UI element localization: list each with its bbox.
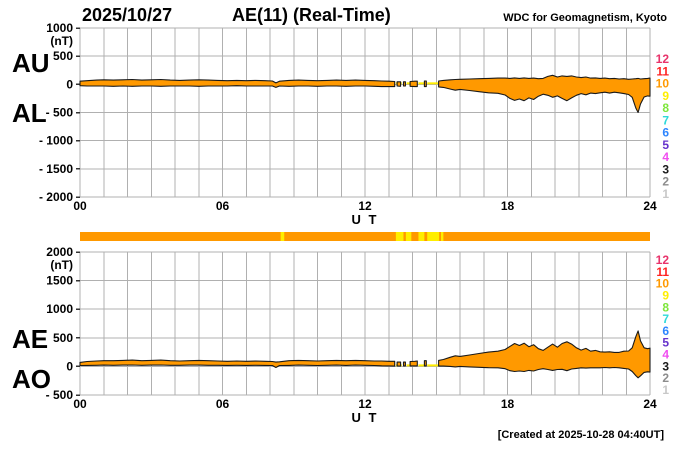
availability-bar-gap-stripe — [441, 232, 444, 241]
x-tick-label: 06 — [216, 397, 230, 411]
x-axis-label: U T — [352, 212, 379, 227]
x-axis-label: U T — [352, 410, 379, 425]
y-tick-label: - 500 — [46, 388, 74, 402]
legend-station-count-label: 3 — [662, 162, 669, 176]
index-band-AU-AL-panel — [423, 80, 427, 88]
index-band-AE-AO-panel — [79, 359, 396, 369]
y-tick-label: - 2000 — [39, 190, 73, 204]
index-band-AU-AL-panel — [402, 81, 406, 87]
index-band-AE-AO-panel — [409, 360, 418, 367]
index-band-AU-AL-panel — [396, 81, 402, 87]
axis-series-label-al: AL — [12, 98, 47, 128]
x-tick-label: 12 — [358, 397, 372, 411]
axis-series-label-ao: AO — [12, 364, 51, 394]
index-band-AU-AL-panel — [79, 78, 396, 88]
y-tick-label: 2000 — [46, 245, 73, 259]
y-axis-unit-label: (nT) — [50, 34, 73, 48]
y-axis-unit-label: (nT) — [50, 258, 73, 272]
availability-bar-gap-stripe — [395, 232, 404, 241]
legend-station-count-label: 9 — [662, 89, 669, 103]
axis-series-label-ae: AE — [12, 324, 49, 354]
legend-station-count-label: 11 — [656, 64, 669, 78]
legend-station-count-label: 8 — [662, 101, 669, 115]
availability-bar-gap-stripe — [405, 232, 412, 241]
y-tick-label: 1500 — [46, 274, 73, 288]
plot-title: AE(11) (Real-Time) — [232, 5, 391, 25]
availability-bar-gap-stripe — [427, 232, 440, 241]
index-band-AU-AL-panel — [409, 80, 418, 88]
legend-station-count-label: 5 — [662, 138, 669, 152]
legend-station-count-label: 1 — [662, 383, 669, 397]
x-tick-label: 12 — [358, 199, 372, 213]
legend-station-count-label: 7 — [662, 113, 669, 127]
legend-station-count-label: 2 — [662, 175, 669, 189]
index-band-AE-AO-panel — [396, 361, 402, 367]
x-tick-label: 18 — [501, 397, 515, 411]
availability-bar-gap-stripe — [418, 232, 425, 241]
legend-station-count-label: 4 — [662, 150, 669, 164]
x-tick-label: 24 — [643, 397, 657, 411]
created-at-label: [Created at 2025-10-28 04:40UT] — [497, 429, 664, 441]
legend-station-count-label: 10 — [656, 77, 670, 91]
index-band-AE-AO-panel — [402, 361, 406, 367]
y-tick-label: 1000 — [46, 302, 73, 316]
y-tick-label: 0 — [66, 77, 73, 91]
y-tick-label: 1000 — [46, 21, 73, 35]
axis-series-label-au: AU — [12, 48, 50, 78]
legend-station-count-label: 6 — [662, 324, 669, 338]
y-tick-label: - 500 — [46, 106, 74, 120]
legend-station-count-label: 12 — [656, 52, 670, 66]
y-tick-label: 0 — [66, 359, 73, 373]
legend-station-count-label: 12 — [656, 253, 670, 267]
legend-station-count-label: 7 — [662, 312, 669, 326]
y-tick-label: 500 — [53, 331, 73, 345]
index-band-AE-AO-panel — [438, 330, 651, 379]
index-band-AE-AO-panel — [423, 360, 427, 367]
x-tick-label: 18 — [501, 199, 515, 213]
legend-station-count-label: 2 — [662, 371, 669, 385]
legend-station-count-label: 11 — [656, 265, 669, 279]
y-tick-label: 500 — [53, 49, 73, 63]
station-availability-bar — [80, 232, 650, 241]
legend-station-count-label: 9 — [662, 288, 669, 302]
index-band-AU-AL-panel — [438, 74, 651, 114]
x-tick-label: 00 — [73, 199, 87, 213]
x-tick-label: 00 — [73, 397, 87, 411]
y-tick-label: - 1500 — [39, 162, 73, 176]
legend-station-count-label: 4 — [662, 348, 669, 362]
legend-station-count-label: 10 — [656, 277, 670, 291]
legend-station-count-label: 8 — [662, 300, 669, 314]
legend-station-count-label: 6 — [662, 126, 669, 140]
x-tick-label: 06 — [216, 199, 230, 213]
y-tick-label: - 1000 — [39, 134, 73, 148]
legend-station-count-label: 5 — [662, 336, 669, 350]
legend-station-count-label: 3 — [662, 359, 669, 373]
org-label: WDC for Geomagnetism, Kyoto — [503, 12, 667, 24]
plot-date: 2025/10/27 — [82, 5, 173, 25]
availability-bar-gap-stripe — [280, 232, 285, 241]
x-tick-label: 24 — [643, 199, 657, 213]
legend-station-count-label: 1 — [662, 187, 669, 201]
